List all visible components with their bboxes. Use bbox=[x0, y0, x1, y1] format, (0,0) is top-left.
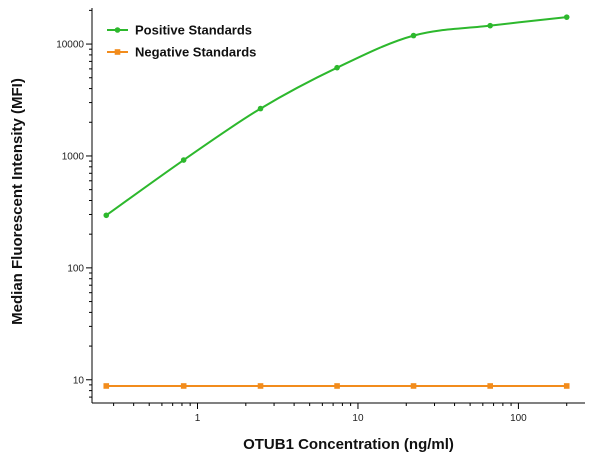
legend-entry: Positive Standards bbox=[107, 23, 252, 38]
y-tick-label: 10 bbox=[73, 375, 85, 386]
x-tick-label: 1 bbox=[195, 413, 201, 424]
data-point-circle bbox=[180, 157, 187, 163]
series-positive-standards bbox=[103, 14, 570, 219]
x-tick-label: 10 bbox=[352, 413, 364, 424]
series-negative-standards bbox=[103, 383, 570, 389]
data-point-circle bbox=[563, 14, 570, 20]
data-point-circle bbox=[410, 32, 417, 39]
data-point-square bbox=[257, 383, 264, 389]
y-tick-label: 100 bbox=[67, 263, 84, 274]
data-point-circle bbox=[487, 22, 493, 29]
data-point-circle bbox=[257, 105, 264, 112]
legend-marker-circle bbox=[114, 27, 121, 33]
data-point-circle bbox=[334, 64, 340, 71]
data-point-circle bbox=[103, 212, 110, 219]
legend: Positive Standards Negative Standards bbox=[107, 23, 256, 60]
x-tick-label: 100 bbox=[510, 413, 527, 424]
data-point-square bbox=[563, 383, 570, 389]
y-tick-label: 10000 bbox=[56, 40, 84, 51]
legend-label: Negative Standards bbox=[135, 45, 256, 60]
data-point-square bbox=[334, 383, 340, 389]
data-point-square bbox=[103, 383, 110, 389]
legend-label: Positive Standards bbox=[135, 23, 252, 38]
y-tick-label: 1000 bbox=[62, 151, 85, 162]
data-point-square bbox=[487, 383, 493, 389]
axes-layer: 10 100 1000 10000 1 10 100 bbox=[56, 8, 585, 424]
x-axis-title: OTUB1 Concentration (ng/ml) bbox=[243, 436, 454, 453]
legend-marker-square bbox=[114, 49, 121, 55]
y-axis-title: Median Fluorescent Intensity (MFI) bbox=[9, 78, 26, 325]
data-point-square bbox=[180, 383, 187, 389]
data-point-square bbox=[410, 383, 417, 389]
legend-entry: Negative Standards bbox=[107, 45, 256, 60]
series-layer bbox=[103, 14, 570, 389]
